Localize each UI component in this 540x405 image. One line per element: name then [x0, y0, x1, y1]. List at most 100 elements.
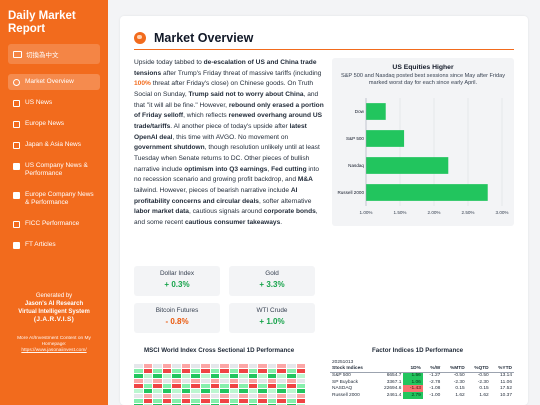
table-cell: 10.37 [499, 392, 512, 398]
language-toggle-label: 切換為中文 [26, 52, 59, 59]
heatmap-cell [296, 384, 306, 388]
table-cell: 0.15 [479, 386, 489, 392]
table-cell: Stock Indices [330, 365, 376, 373]
table-cell: 1D% [403, 365, 423, 373]
table-cell: 1.06 [403, 378, 423, 386]
table-cell: 6654.7 [386, 373, 402, 379]
heatmap-cell [229, 399, 239, 403]
table-row: S&P 500 6654.7 1.56 -1.27 -0.50 -0.50 13.14 [330, 372, 514, 379]
table-row: Stock Indices 1D% %/W %MTD %QTD %YTD [330, 365, 514, 373]
sidebar: Daily Market Report 切換為中文 Market Overvie… [0, 0, 108, 405]
table-cell: 3367.1 [386, 379, 402, 385]
summary-segment: 100% [134, 80, 151, 88]
table-cell: 1.62 [455, 392, 465, 398]
heatmap-cell [200, 384, 210, 388]
heatmap-cell [181, 364, 191, 368]
x-tick-label: 2.50% [461, 210, 474, 215]
summary-segment: optimism into Q3 earnings [184, 165, 268, 173]
heatmap-cell [162, 364, 172, 368]
heatmap-cell [153, 379, 162, 383]
summary-segment: latest OpenAI deal [134, 122, 307, 141]
heatmap-cell [239, 374, 248, 378]
heatmap-cell [220, 369, 229, 373]
heatmap-cell [143, 379, 153, 383]
heatmap-cell [210, 379, 220, 383]
heatmap-cell [200, 379, 210, 383]
sidebar-item-japan-asia-news[interactable]: Japan & Asia News [8, 137, 100, 153]
bar-s-p-500 [366, 130, 405, 147]
heatmap-cell [277, 364, 286, 368]
summary-segment: cautious consumer takeaways [184, 218, 281, 226]
heatmap-cell [210, 364, 220, 368]
sidebar-item-label: FICC Performance [25, 220, 80, 227]
sidebar-item-us-news[interactable]: US News [8, 95, 100, 111]
heatmap-cell [220, 399, 229, 403]
summary-segment: into no recession scenario and growing p… [134, 165, 320, 184]
sidebar-item-market-overview[interactable]: Market Overview [8, 74, 100, 90]
table-cell: %QTD [466, 365, 491, 373]
document-icon [13, 162, 20, 170]
heatmap-row [134, 364, 306, 368]
sidebar-item-us-company-news-performance[interactable]: US Company News & Performance [8, 158, 100, 182]
sidebar-item-label: Japan & Asia News [25, 141, 82, 148]
heatmap-cell [277, 394, 286, 398]
sidebar-item-europe-company-news-performance[interactable]: Europe Company News & Performance [8, 187, 100, 211]
heatmap-cell [296, 379, 306, 383]
language-toggle-button[interactable]: 切換為中文 [8, 44, 100, 64]
heatmap-cell [267, 369, 277, 373]
heatmap-cell [200, 364, 210, 368]
heatmap-cell [287, 374, 296, 378]
summary-segment: . AI another piece of today's upside aft… [170, 122, 290, 130]
table-row: Russell 2000 2461.4 2.79 -1.00 1.62 1.62 10.37 [330, 391, 514, 399]
sidebar-item-label: FT Articles [25, 241, 56, 248]
summary-segment: M&A [297, 176, 313, 184]
heatmap-cell [258, 374, 267, 378]
heatmap-cell [287, 394, 296, 398]
heatmap-cell [229, 384, 239, 388]
heatmap-cell [220, 364, 229, 368]
stat-value: - 0.8% [165, 317, 189, 326]
heatmap-cell [200, 369, 210, 373]
heatmap-cell [191, 369, 200, 373]
table-cell: S&P 500 [332, 373, 351, 379]
summary-segment: after Trump's Friday threat of massive t… [161, 69, 322, 77]
heatmap-cell [258, 384, 267, 388]
heatmap-cell [229, 374, 239, 378]
sidebar-item-europe-news[interactable]: Europe News [8, 116, 100, 132]
heatmap-cell [134, 389, 143, 393]
news-icon [13, 99, 20, 107]
heatmap-cell [153, 399, 162, 403]
brand-title: Daily Market Report [8, 10, 76, 35]
heatmap-cell [239, 369, 248, 373]
card-header: Market Overview [134, 26, 514, 50]
heatmap-cell [162, 369, 172, 373]
y-category-label: S&P 500 [346, 136, 364, 141]
heatmap-cell [162, 389, 172, 393]
heatmap-cell [229, 394, 239, 398]
y-category-label: Dow [355, 109, 365, 114]
sidebar-item-ft-articles[interactable]: FT Articles [8, 237, 100, 253]
heatmap-cell [134, 364, 143, 368]
table-row: NASDAQ 22694.6 -1.43 -1.08 0.15 0.15 17.52 [330, 385, 514, 392]
chart-title: US Equities Higher [392, 64, 454, 71]
heatmap-cell [239, 389, 248, 393]
heatmap-cell [258, 394, 267, 398]
table-cell: 0.15 [455, 386, 465, 392]
heatmap-cell [172, 389, 181, 393]
heatmap-row [134, 394, 306, 398]
summary-segment: , this time with AVGO. No movement on [172, 133, 289, 141]
stat-value: + 0.3% [164, 280, 190, 289]
homepage-link[interactable]: https://www.jasonaiinvest.com/ [21, 348, 87, 353]
table-cell: -1.43 [403, 385, 423, 392]
heatmap-cell [143, 394, 153, 398]
heatmap-cell [134, 379, 143, 383]
factor-title: Factor Indices 1D Performance [372, 347, 464, 354]
heatmap-cell [172, 374, 181, 378]
sidebar-item-ficc-performance[interactable]: FICC Performance [8, 216, 100, 232]
heatmap-cell [181, 374, 191, 378]
heatmap-cell [248, 399, 258, 403]
summary-segment: rebound only erased a portion of Friday … [134, 101, 324, 120]
x-tick-label: 3.00% [495, 210, 508, 215]
stat-value: + 1.0% [259, 317, 285, 326]
chart-plot: 1.00% 1.50% 2.00% 2.50% 3.00% Dow S&P 500 Nasda… [337, 98, 509, 215]
